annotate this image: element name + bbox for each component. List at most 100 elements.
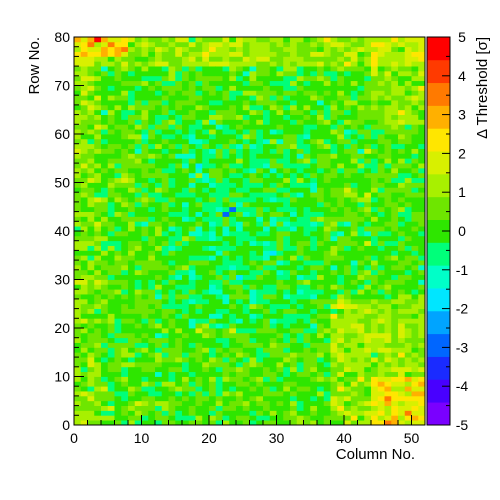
heatmap-cell [101,163,109,169]
heatmap-cell [107,206,115,212]
heatmap-cell [249,303,257,309]
colorbar-segment [427,128,450,152]
heatmap-cell [101,182,109,188]
heatmap-cell [249,211,257,217]
heatmap-cell [317,260,325,266]
heatmap-cell [87,61,95,67]
heatmap-cell [398,201,406,208]
heatmap-cell [344,148,352,154]
heatmap-cell [242,85,250,91]
heatmap-cell [344,250,352,256]
heatmap-cell [222,172,230,179]
heatmap-cell [114,376,122,382]
heatmap-cell [101,284,109,290]
heatmap-cell [229,366,237,373]
heatmap-cell [80,361,88,368]
heatmap-cell [384,371,392,377]
heatmap-cell [276,405,284,411]
heatmap-cell [128,95,136,101]
heatmap-cell [398,46,406,52]
heatmap-cell [256,221,264,227]
heatmap-cell [404,138,412,145]
heatmap-cell [215,216,223,222]
heatmap-cell [283,187,291,193]
heatmap-cell [357,211,365,217]
heatmap-cell [323,337,331,343]
heatmap-cell [215,114,223,120]
heatmap-cell [364,303,372,309]
heatmap-cell [202,153,210,159]
heatmap-cell [161,298,169,305]
heatmap-cell [263,264,271,271]
heatmap-cell [364,381,372,387]
heatmap-cell [364,182,372,188]
heatmap-cell [121,294,129,300]
heatmap-cell [94,284,102,290]
heatmap-cell [404,167,412,174]
heatmap-cell [128,294,136,300]
heatmap-cell [391,284,399,290]
heatmap-cell [276,41,284,48]
heatmap-cell [242,201,250,208]
heatmap-cell [229,352,237,358]
heatmap-cell [101,95,109,101]
heatmap-cell [391,294,399,300]
heatmap-cell [141,56,149,62]
heatmap-cell [263,192,271,198]
heatmap-cell [323,318,331,324]
heatmap-cell [249,51,257,57]
heatmap-cell [411,46,419,52]
heatmap-cell [161,56,169,62]
heatmap-cell [256,90,264,96]
heatmap-cell [107,376,115,382]
heatmap-cell [364,386,372,392]
heatmap-cell [236,289,244,295]
heatmap-cell [209,361,217,368]
heatmap-cell [128,400,136,406]
heatmap-cell [418,95,426,101]
heatmap-cell [94,274,102,280]
heatmap-cell [222,391,230,397]
heatmap-cell [330,95,338,101]
heatmap-cell [215,192,223,198]
heatmap-cell [215,85,223,91]
heatmap-cell [263,235,271,242]
heatmap-cell [344,352,352,358]
heatmap-cell [94,410,102,416]
heatmap-cell [344,313,352,319]
heatmap-cell [256,100,264,106]
heatmap-cell [114,66,122,72]
heatmap-cell [418,361,426,368]
heatmap-cell [94,221,102,227]
heatmap-cell [398,366,406,373]
heatmap-cell [101,158,109,164]
heatmap-cell [94,255,102,261]
heatmap-cell [337,328,345,334]
heatmap-cell [317,182,325,188]
heatmap-cell [236,46,244,52]
heatmap-cell [296,114,304,120]
heatmap-cell [249,129,257,135]
heatmap-cell [121,80,129,86]
heatmap-cell [323,41,331,48]
heatmap-cell [303,313,311,319]
heatmap-cell [195,129,203,135]
heatmap-cell [249,328,257,334]
heatmap-cell [398,221,406,227]
heatmap-cell [168,95,176,101]
heatmap-cell [323,51,331,57]
heatmap-cell [404,187,412,193]
heatmap-cell [364,163,372,169]
heatmap-cell [101,56,109,62]
heatmap-cell [418,119,426,125]
heatmap-cell [276,279,284,285]
heatmap-cell [269,163,277,169]
x-axis: 0 10 20 30 40 50 [70,415,419,446]
heatmap-cell [195,381,203,387]
heatmap-cell [350,129,358,135]
heatmap-cell [121,104,129,111]
heatmap-cell [94,163,102,169]
heatmap-cell [209,420,217,426]
heatmap-cell [371,318,379,324]
heatmap-cell [344,289,352,295]
